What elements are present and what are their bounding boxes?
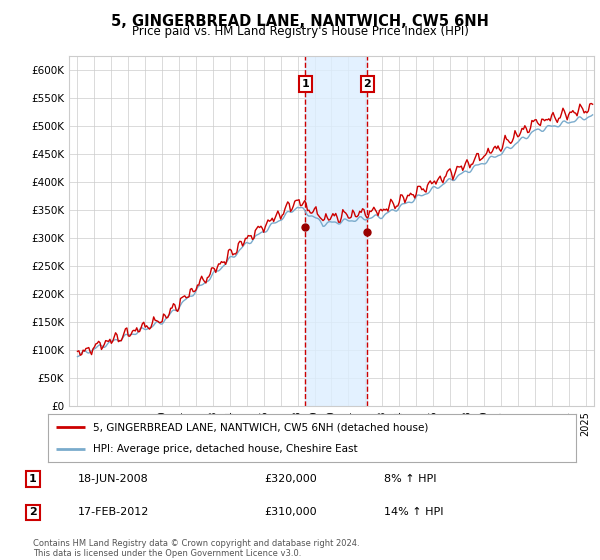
Text: Contains HM Land Registry data © Crown copyright and database right 2024.
This d: Contains HM Land Registry data © Crown c…	[33, 539, 359, 558]
Text: 18-JUN-2008: 18-JUN-2008	[78, 474, 149, 484]
Text: 2: 2	[29, 507, 37, 517]
Text: 1: 1	[29, 474, 37, 484]
Text: £310,000: £310,000	[264, 507, 317, 517]
Text: 5, GINGERBREAD LANE, NANTWICH, CW5 6NH: 5, GINGERBREAD LANE, NANTWICH, CW5 6NH	[111, 14, 489, 29]
Text: £320,000: £320,000	[264, 474, 317, 484]
Text: 5, GINGERBREAD LANE, NANTWICH, CW5 6NH (detached house): 5, GINGERBREAD LANE, NANTWICH, CW5 6NH (…	[93, 422, 428, 432]
Text: 14% ↑ HPI: 14% ↑ HPI	[384, 507, 443, 517]
Text: 2: 2	[364, 79, 371, 89]
Text: HPI: Average price, detached house, Cheshire East: HPI: Average price, detached house, Ches…	[93, 444, 358, 454]
Text: Price paid vs. HM Land Registry's House Price Index (HPI): Price paid vs. HM Land Registry's House …	[131, 25, 469, 38]
Text: 17-FEB-2012: 17-FEB-2012	[78, 507, 149, 517]
Bar	[305, 56, 367, 406]
Text: 8% ↑ HPI: 8% ↑ HPI	[384, 474, 437, 484]
Text: 1: 1	[302, 79, 309, 89]
